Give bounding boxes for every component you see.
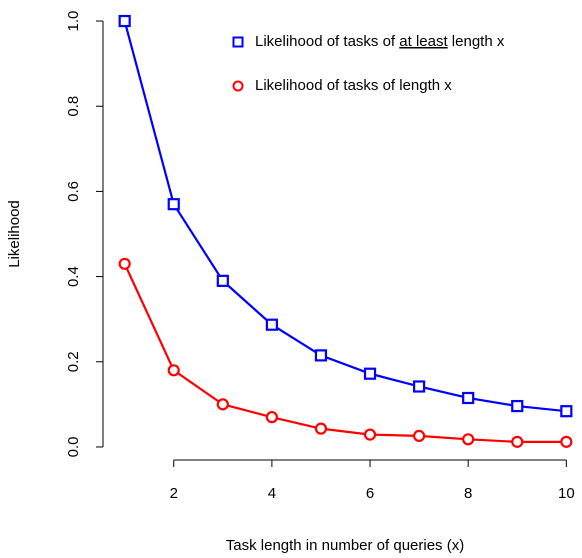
point	[118, 257, 131, 270]
point	[363, 367, 377, 380]
y-axis-label: Likelihood	[6, 200, 23, 268]
x-tick-label: 8	[464, 485, 472, 502]
x-axis-label: Task length in number of queries (x)	[226, 537, 464, 554]
point	[560, 405, 573, 418]
y-tick-label: 0.8	[65, 96, 82, 117]
x-tick-label: 6	[366, 485, 374, 502]
legend-marker	[232, 80, 244, 92]
point	[265, 411, 278, 424]
series-line	[123, 20, 567, 413]
legend-underline: at least	[399, 33, 448, 50]
point	[265, 318, 278, 331]
y-tick-label: 1.0	[65, 11, 82, 32]
point	[413, 429, 426, 442]
legend-text: Likelihood of tasks of	[255, 33, 399, 50]
y-tick-label: 0.0	[65, 437, 82, 458]
point	[216, 274, 229, 287]
x-tick-label: 10	[558, 485, 575, 502]
point	[314, 422, 328, 435]
y-tick-label: 0.6	[65, 181, 82, 202]
legend-marker	[232, 36, 244, 48]
point	[413, 380, 426, 393]
legend-label: Likelihood of tasks of length x	[255, 77, 452, 94]
point	[462, 391, 475, 405]
point	[314, 349, 328, 362]
x-tick-label: 4	[268, 485, 276, 502]
point	[560, 435, 573, 448]
legend-text: length x	[448, 33, 505, 50]
point	[167, 364, 180, 377]
point	[216, 398, 229, 411]
point	[511, 399, 524, 413]
x-tick-label: 2	[170, 485, 178, 502]
point	[462, 433, 475, 446]
y-tick-label: 0.4	[65, 266, 82, 287]
y-tick-label: 0.2	[65, 351, 82, 372]
point	[363, 428, 377, 441]
point	[118, 14, 131, 28]
point	[511, 435, 524, 448]
point	[167, 198, 180, 211]
series-line	[123, 263, 567, 443]
legend-label: Likelihood of tasks of at least length x	[255, 33, 505, 50]
